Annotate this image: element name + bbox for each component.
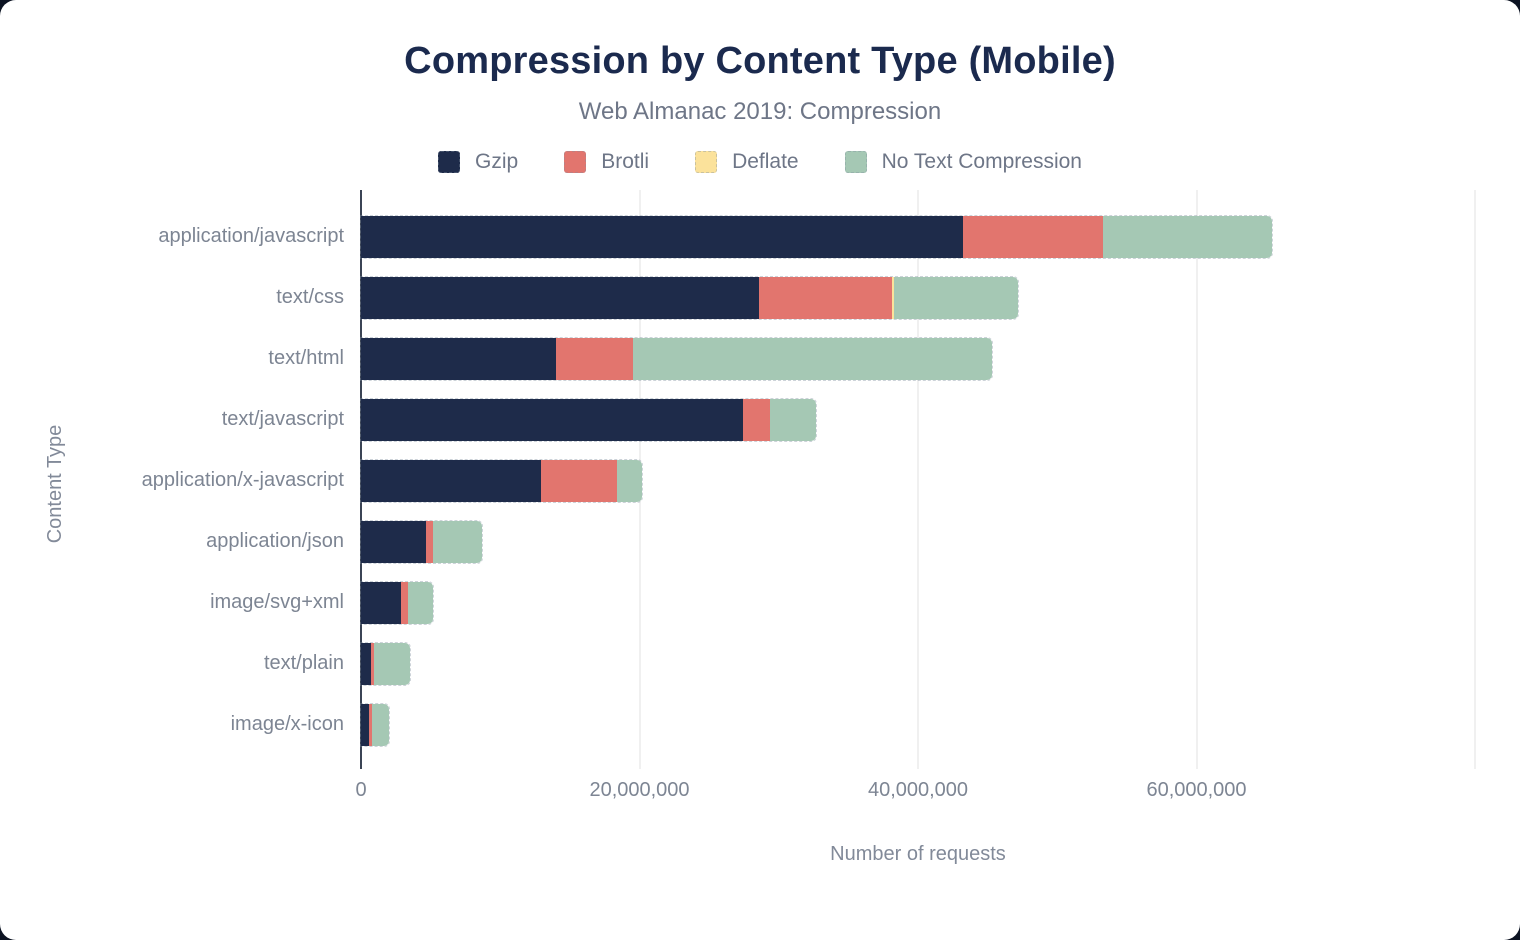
bar-stack	[359, 580, 435, 625]
bar-segment-brotli	[426, 520, 434, 563]
category-label: text/html	[268, 347, 344, 369]
legend-label: Gzip	[475, 150, 519, 173]
bar-segment-gzip	[361, 581, 402, 624]
legend-item-no-text-compression: No Text Compression	[844, 150, 1082, 174]
bar-segment-brotli	[540, 459, 618, 502]
chart-row-text-html: text/html	[0, 328, 1475, 389]
chart-row-application-x-javascript: application/x-javascript	[0, 450, 1475, 511]
category-label: image/x-icon	[230, 713, 344, 735]
x-axis-ticks: 0 20,000,000 40,000,000 60,000,000	[355, 779, 1475, 805]
chart-row-image-x-icon: image/x-icon	[0, 694, 1475, 755]
bar-segment-no-text-compression	[770, 398, 817, 441]
legend-item-deflate: Deflate	[695, 150, 799, 174]
category-label: text/css	[276, 286, 344, 308]
legend-label: Brotli	[601, 150, 650, 173]
bar-track	[360, 702, 1475, 747]
bar-stack	[360, 336, 993, 381]
chart-row-text-css: text/css	[0, 267, 1475, 328]
legend: Gzip Brotli Deflate No Text Compression	[0, 150, 1520, 174]
bar-stack	[360, 702, 390, 747]
bar-track	[360, 336, 1475, 381]
bar-segment-gzip	[361, 337, 556, 380]
bar-track	[359, 580, 1475, 625]
bar-segment-gzip	[361, 398, 743, 441]
bar-segment-gzip	[361, 459, 541, 502]
bar-track	[359, 519, 1475, 564]
chart-row-application-javascript: application/javascript	[0, 206, 1475, 267]
bar-segment-no-text-compression	[372, 703, 389, 746]
x-tick-label: 0	[355, 779, 367, 801]
category-label: text/plain	[263, 652, 344, 674]
legend-swatch-no-text-compression	[844, 151, 867, 173]
x-axis-title: Number of requests	[830, 843, 1006, 865]
chart-title: Compression by Content Type (Mobile)	[404, 40, 1116, 82]
bar-track	[359, 458, 1475, 503]
chart-row-image-svg-xml: image/svg+xml	[0, 572, 1475, 633]
bar-segment-gzip	[361, 703, 370, 746]
bar-segment-no-text-compression	[617, 459, 643, 502]
bar-segment-no-text-compression	[894, 276, 1019, 319]
bar-segment-brotli	[555, 337, 633, 380]
bar-track	[359, 275, 1475, 320]
bar-track	[360, 641, 1475, 686]
bar-stack	[360, 214, 1273, 259]
bar-segment-no-text-compression	[408, 581, 434, 624]
x-tick-label: 60,000,000	[1146, 779, 1247, 801]
x-tick-label: 20,000,000	[589, 779, 690, 801]
legend-item-brotli: Brotli	[564, 150, 649, 174]
x-tick-label: 40,000,000	[867, 779, 969, 801]
chart-row-text-plain: text/plain	[0, 633, 1475, 694]
bar-segment-no-text-compression	[433, 520, 483, 563]
bar-track	[360, 214, 1475, 259]
bar-segment-brotli	[742, 398, 771, 441]
bar-stack	[359, 458, 644, 503]
bar-rows: application/javascript text/css text/html t…	[0, 190, 1476, 769]
bar-segment-brotli	[962, 215, 1104, 258]
bar-segment-brotli	[369, 703, 373, 746]
bar-segment-gzip	[361, 642, 371, 685]
bar-stack	[359, 397, 818, 442]
bar-segment-deflate	[891, 276, 895, 319]
bar-segment-brotli	[370, 642, 374, 685]
bar-track	[359, 397, 1475, 442]
bar-stack	[360, 641, 411, 686]
plot-area: Content Type application/javascript text/…	[0, 190, 1520, 866]
category-label: application/javascript	[158, 225, 344, 247]
legend-item-gzip: Gzip	[438, 150, 518, 174]
chart-row-application-json: application/json	[0, 511, 1475, 572]
category-label: application/json	[206, 530, 344, 552]
bar-stack	[359, 519, 484, 564]
category-label: text/javascript	[221, 408, 344, 430]
legend-swatch-brotli	[564, 151, 587, 173]
chart-subtitle: Web Almanac 2019: Compression	[578, 98, 942, 125]
bar-segment-no-text-compression	[1103, 215, 1272, 258]
bar-segment-no-text-compression	[632, 337, 992, 380]
category-label: application/x-javascript	[141, 469, 344, 491]
bar-segment-gzip	[361, 276, 760, 319]
bar-segment-gzip	[361, 520, 427, 563]
legend-swatch-gzip	[438, 151, 461, 173]
bar-segment-no-text-compression	[373, 642, 410, 685]
bar-stack	[359, 275, 1020, 320]
bar-segment-brotli	[401, 581, 409, 624]
legend-label: No Text Compression	[881, 150, 1082, 173]
chart-row-text-javascript: text/javascript	[0, 389, 1475, 450]
bar-segment-brotli	[759, 276, 892, 319]
legend-swatch-deflate	[695, 151, 718, 173]
category-label: image/svg+xml	[210, 591, 344, 613]
bar-segment-gzip	[361, 215, 963, 258]
legend-label: Deflate	[732, 150, 799, 173]
